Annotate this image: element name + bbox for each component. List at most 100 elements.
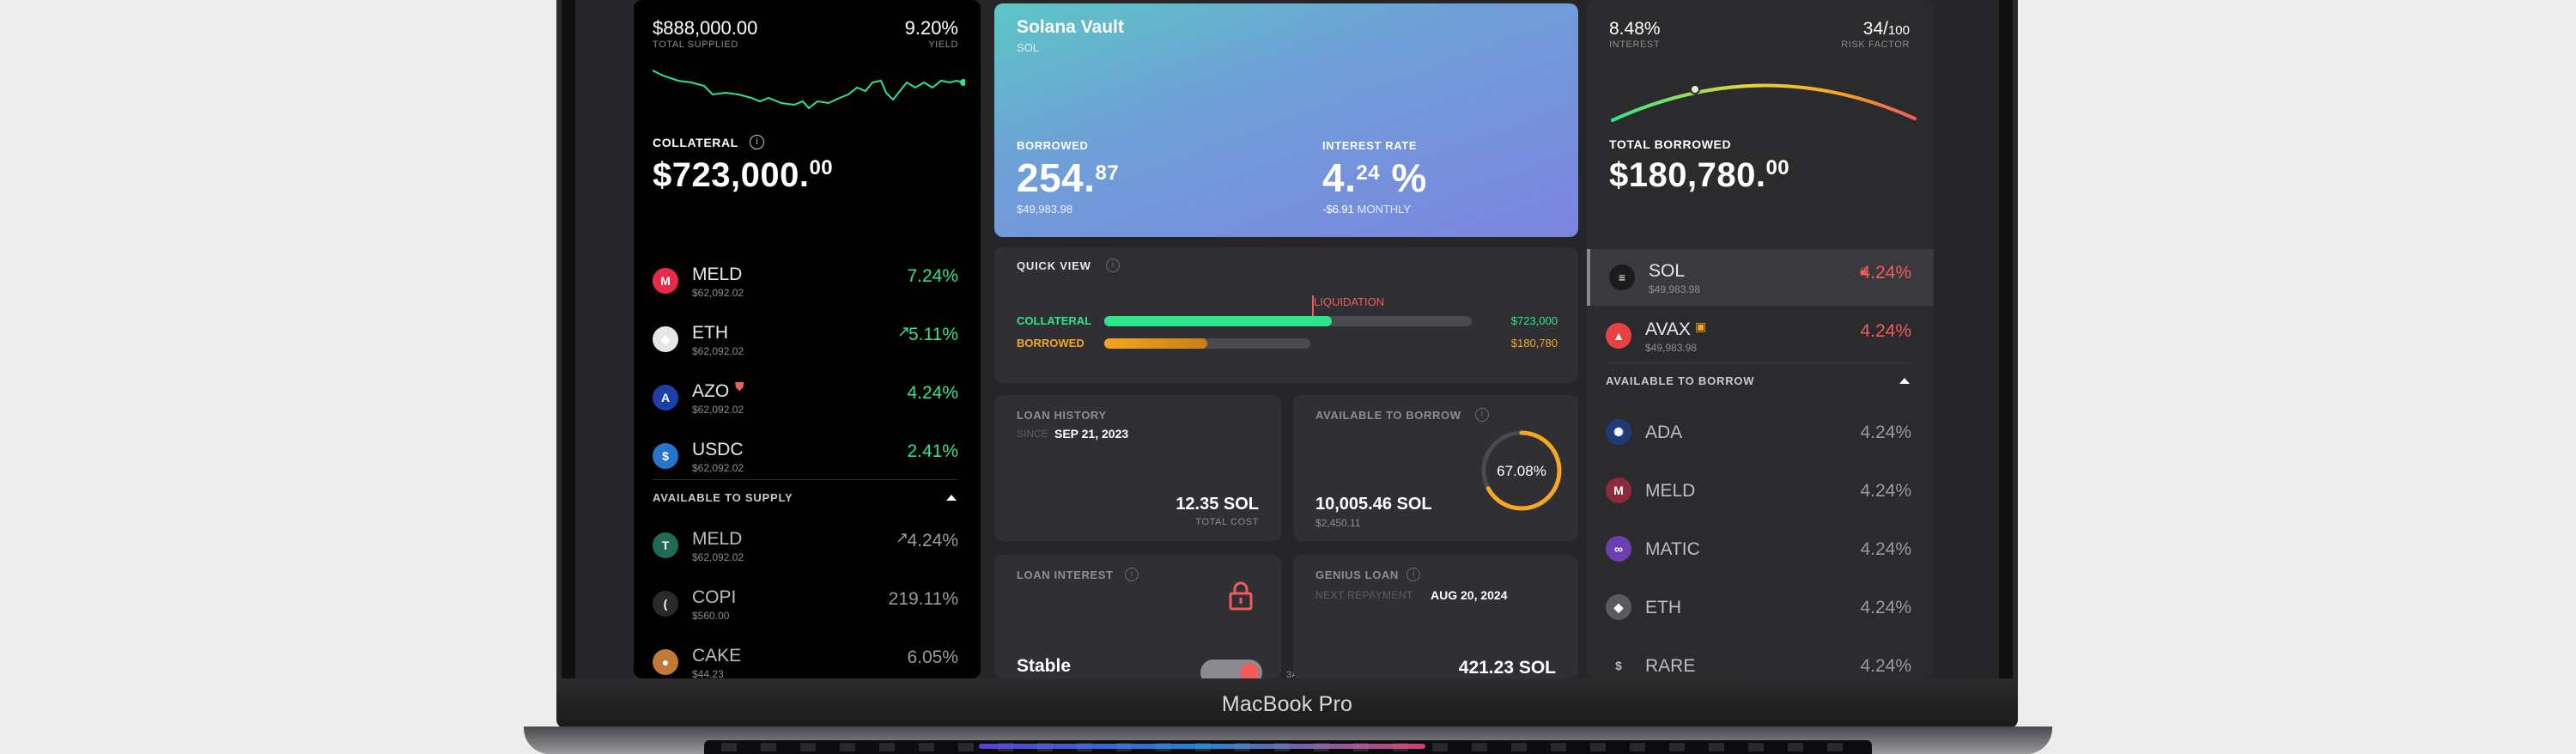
info-icon[interactable]: i bbox=[1475, 408, 1489, 422]
since-date: SEP 21, 2023 bbox=[1054, 427, 1129, 441]
available-row[interactable]: ∞ MATIC 4.24% bbox=[1587, 520, 1934, 577]
available-to-borrow-header[interactable]: AVAILABLE TO BORROW bbox=[1606, 374, 1755, 387]
sol-icon: ≡ bbox=[1609, 265, 1635, 290]
divider bbox=[1606, 362, 1911, 363]
risk-factor-label: RISK FACTOR bbox=[1841, 40, 1910, 50]
interest-toggle[interactable] bbox=[1200, 660, 1262, 678]
asset-value: $49,983.98 bbox=[1649, 283, 1701, 295]
collateral-label: COLLATERAL bbox=[653, 136, 738, 149]
asset-rate: 219.11% bbox=[888, 589, 958, 609]
interest-mode: Stable bbox=[1017, 656, 1072, 676]
vault-card: Solana Vault SOL BORROWED 254.87 $49,983… bbox=[994, 3, 1578, 237]
asset-name: USDC bbox=[692, 440, 744, 459]
asset-rate: 2.41% bbox=[907, 441, 958, 461]
supply-row[interactable]: T MELD $62,092.02 4.24% ↗ bbox=[634, 517, 981, 574]
total-cost-value: 12.35 SOL bbox=[1176, 495, 1259, 514]
borrowed-label: BORROWED bbox=[1017, 139, 1089, 152]
avax-icon: ▲ bbox=[1606, 323, 1631, 349]
collateral-row[interactable]: $ USDC $62,092.02 2.41% bbox=[634, 428, 981, 484]
meld-icon: T bbox=[653, 532, 678, 558]
total-borrowed-label: TOTAL BORROWED bbox=[1609, 137, 1732, 151]
asset-name: MELD bbox=[692, 529, 743, 549]
meld-icon: M bbox=[653, 268, 678, 294]
loan-interest-title: LOAN INTEREST bbox=[1017, 569, 1114, 581]
ada-icon: ✺ bbox=[1606, 419, 1631, 445]
borrowed-row[interactable]: ▲ AVAX $49,983.98 4.24% ▣ bbox=[1587, 307, 1934, 364]
vault-title: Solana Vault bbox=[1017, 17, 1124, 37]
collateral-row[interactable]: ◆ ETH $62,092.02 5.11% ↗ bbox=[634, 311, 981, 368]
total-borrowed-amount: $180,780.00 bbox=[1609, 156, 1789, 195]
rate-percent-sign: % bbox=[1391, 155, 1427, 200]
available-row[interactable]: M MELD 4.24% bbox=[1587, 462, 1934, 519]
asset-name: CAKE bbox=[692, 646, 742, 666]
available-to-borrow-card: AVAILABLE TO BORROW i 10,005.46 SOL $2,4… bbox=[1293, 395, 1578, 541]
quick-collateral-label: COLLATERAL bbox=[1017, 314, 1092, 327]
total-supplied-label: TOTAL SUPPLIED bbox=[653, 40, 738, 50]
borrowed-row[interactable]: ≡ SOL $49,983.98 4.24% 🔒︎ bbox=[1587, 249, 1934, 306]
ring-arc bbox=[1481, 430, 1562, 511]
interest-label: INTEREST bbox=[1609, 40, 1661, 50]
borrowed-total-main: $180,780. bbox=[1609, 156, 1766, 194]
asset-rate: 4.24% bbox=[1860, 481, 1911, 501]
info-icon[interactable]: i bbox=[750, 135, 764, 149]
supply-row[interactable]: ● CAKE $44.23 6.05% bbox=[634, 634, 981, 678]
collateral-bar-track bbox=[1104, 316, 1472, 326]
touch-bar-strip bbox=[979, 744, 1425, 749]
total-cost-label: TOTAL COST bbox=[1195, 517, 1259, 527]
available-row[interactable]: ◆ ETH 4.24% bbox=[1587, 579, 1934, 635]
next-repayment-date: AUG 20, 2024 bbox=[1431, 588, 1508, 602]
sparkline-end-dot bbox=[960, 79, 965, 86]
asset-rate: 7.24% bbox=[907, 266, 958, 286]
asset-rate: 5.11% bbox=[908, 325, 958, 344]
rate-change-value: -$6.91 bbox=[1322, 203, 1354, 216]
asset-value: $62,092.02 bbox=[692, 345, 744, 357]
liquidation-marker bbox=[1312, 295, 1314, 321]
info-icon[interactable]: i bbox=[1406, 568, 1420, 581]
available-ring bbox=[1481, 430, 1562, 511]
genius-amount: 421.23 SOL bbox=[1458, 658, 1556, 678]
device-label: MacBook Pro bbox=[1221, 692, 1353, 716]
quick-collateral-value: $723,000 bbox=[1510, 314, 1558, 327]
collateral-row[interactable]: M MELD $62,092.02 7.24% bbox=[634, 252, 981, 309]
asset-value: $49,983.98 bbox=[1645, 342, 1698, 354]
yield-value: 9.20% bbox=[904, 17, 958, 39]
available-row[interactable]: ✺ ADA 4.24% bbox=[1587, 404, 1934, 460]
since-label: SINCE bbox=[1017, 428, 1048, 440]
lock-icon[interactable] bbox=[1228, 581, 1254, 611]
loan-history-title: LOAN HISTORY bbox=[1017, 409, 1107, 422]
usdc-icon: $ bbox=[653, 443, 678, 469]
asset-value: $560.00 bbox=[692, 610, 730, 622]
asset-name: RARE bbox=[1645, 656, 1696, 676]
collateral-cents: 00 bbox=[809, 156, 834, 179]
trend-up-icon: ↗ bbox=[895, 529, 908, 546]
borrowed-total-cents: 00 bbox=[1765, 156, 1790, 179]
available-to-supply-header[interactable]: AVAILABLE TO SUPPLY bbox=[653, 491, 793, 504]
loan-history-card: LOAN HISTORY SINCE SEP 21, 2023 12.35 SO… bbox=[994, 395, 1281, 541]
borrowed-bar-track bbox=[1104, 338, 1310, 349]
collateral-row[interactable]: A AZO $62,092.02 4.24% ⛊ bbox=[634, 369, 981, 426]
quick-view-title: QUICK VIEW bbox=[1017, 259, 1091, 272]
asset-rate: 4.24% bbox=[907, 531, 958, 550]
asset-value: $62,092.02 bbox=[692, 462, 744, 474]
borrowed-main: 254. bbox=[1017, 155, 1096, 200]
supply-row[interactable]: (COPI $560.00 219.11% bbox=[634, 575, 981, 632]
asset-rate: 4.24% bbox=[907, 383, 958, 403]
shield-icon: ⛊ bbox=[735, 380, 744, 393]
asset-value: $62,092.02 bbox=[692, 287, 744, 299]
asset-value: $62,092.02 bbox=[692, 404, 744, 416]
chevron-up-icon[interactable] bbox=[1899, 378, 1910, 384]
chevron-up-icon[interactable] bbox=[946, 495, 957, 501]
meld-icon: M bbox=[1606, 477, 1631, 503]
available-row[interactable]: $ RARE 4.24% bbox=[1587, 637, 1934, 678]
azo-icon: A bbox=[653, 385, 678, 410]
badge-icon: ▣ bbox=[1695, 319, 1707, 333]
collateral-bar-fill bbox=[1104, 316, 1333, 326]
cake-icon: ● bbox=[653, 649, 678, 675]
info-icon[interactable]: i bbox=[1125, 568, 1139, 581]
edge-label: 3A bbox=[1286, 670, 1298, 678]
asset-rate: 4.24% bbox=[1860, 539, 1911, 559]
info-icon[interactable]: i bbox=[1106, 258, 1120, 272]
borrowed-amount: 254.87 bbox=[1017, 155, 1119, 201]
collateral-amount: $723,000.00 bbox=[653, 156, 833, 195]
borrowed-decimals: 87 bbox=[1095, 161, 1120, 185]
